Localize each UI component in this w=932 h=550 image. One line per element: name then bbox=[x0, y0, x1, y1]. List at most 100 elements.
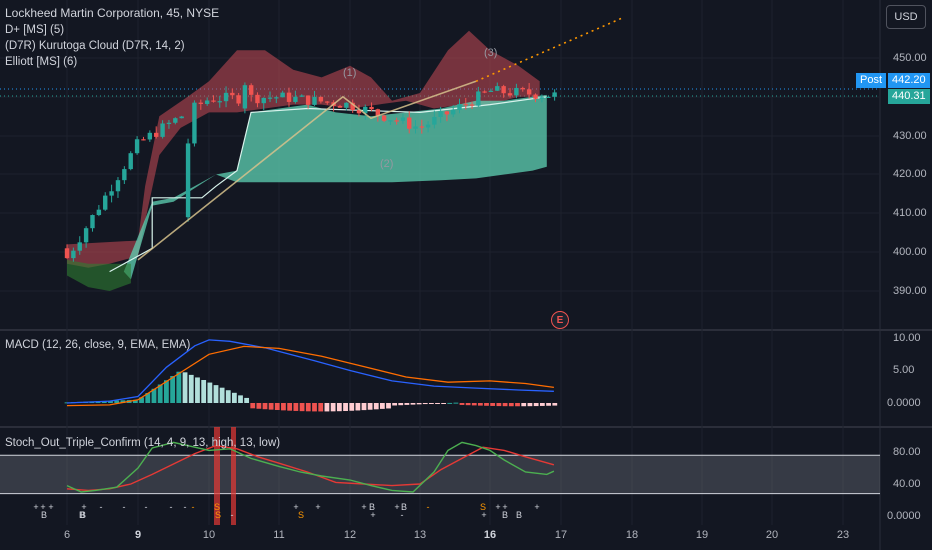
candle-body bbox=[211, 100, 216, 102]
candle-body bbox=[261, 97, 266, 104]
candle-body bbox=[369, 106, 374, 110]
histogram-bar bbox=[281, 403, 286, 411]
histogram-bar bbox=[244, 397, 250, 403]
candle-body bbox=[457, 104, 462, 110]
histogram-bar bbox=[318, 403, 324, 412]
candle bbox=[211, 95, 216, 103]
candle-body bbox=[463, 104, 468, 106]
signal-marker: B bbox=[40, 510, 48, 520]
candle-body bbox=[325, 101, 330, 103]
candle bbox=[299, 94, 304, 98]
histogram-bar bbox=[373, 403, 379, 410]
signal-marker: + bbox=[40, 502, 46, 512]
candle-body bbox=[407, 117, 412, 129]
candle-body bbox=[236, 95, 241, 104]
chart-title: Lockheed Martin Corporation, 45, NYSE bbox=[5, 6, 220, 20]
candle-body bbox=[413, 126, 418, 129]
candle bbox=[438, 106, 443, 123]
histogram-bar bbox=[312, 403, 317, 412]
candle-body bbox=[356, 110, 362, 114]
macd-title[interactable]: MACD (12, 26, close, 9, EMA, EMA) bbox=[5, 339, 191, 351]
candle-body bbox=[495, 86, 500, 91]
candle bbox=[274, 96, 279, 104]
macd-tick: 5.00 bbox=[893, 364, 915, 376]
last-price-badge: 440.31 bbox=[888, 89, 930, 104]
candle-body bbox=[305, 95, 311, 105]
candle-body bbox=[488, 90, 494, 92]
candle-body bbox=[166, 122, 172, 124]
signal-marker: + bbox=[315, 502, 321, 512]
candle-body bbox=[96, 209, 102, 216]
histogram-bar bbox=[361, 403, 367, 411]
candle-body bbox=[64, 248, 70, 259]
histogram-bar bbox=[336, 403, 342, 412]
indicator-kurutoga-label[interactable]: (D7R) Kurutoga Cloud (D7R, 14, 2) bbox=[5, 40, 185, 52]
candle-body bbox=[469, 104, 475, 106]
candle-body bbox=[444, 111, 450, 115]
candle-body bbox=[204, 100, 210, 104]
candle bbox=[552, 89, 557, 101]
x-tick: 16 bbox=[483, 529, 497, 541]
histogram-bar bbox=[151, 388, 157, 403]
candle bbox=[192, 100, 197, 147]
candle bbox=[388, 120, 393, 126]
histogram-bar bbox=[139, 397, 144, 403]
candle bbox=[507, 88, 513, 98]
candle bbox=[425, 121, 431, 133]
signal-marker: + bbox=[534, 502, 540, 512]
histogram-bar bbox=[114, 400, 120, 403]
histogram-bar bbox=[213, 385, 219, 403]
macd-tick: 10.00 bbox=[893, 332, 921, 344]
candle bbox=[166, 119, 172, 129]
candle-body bbox=[394, 120, 399, 122]
candle-body bbox=[198, 102, 204, 104]
histogram-bar bbox=[527, 403, 533, 407]
candle-body bbox=[128, 153, 133, 170]
histogram-bar bbox=[164, 380, 169, 403]
candle bbox=[482, 90, 487, 94]
x-tick: 13 bbox=[413, 529, 427, 541]
signal-marker: B bbox=[501, 510, 509, 520]
signal-marker: B bbox=[79, 510, 87, 520]
candle bbox=[248, 83, 254, 102]
candle bbox=[128, 151, 133, 171]
candle bbox=[109, 184, 114, 203]
candle bbox=[356, 104, 362, 117]
signal-marker: + bbox=[495, 502, 501, 512]
candle bbox=[539, 94, 545, 103]
histogram-bar bbox=[508, 403, 514, 407]
candle-body bbox=[552, 92, 557, 97]
signal-marker: + bbox=[394, 502, 400, 512]
signal-marker: + bbox=[361, 502, 367, 512]
candle bbox=[444, 110, 450, 122]
price-tick: 420.00 bbox=[893, 168, 927, 180]
indicator-dplus-label[interactable]: D+ [MS] (5) bbox=[5, 24, 65, 36]
histogram-bar bbox=[274, 403, 280, 411]
candle-body bbox=[115, 180, 121, 192]
earnings-icon[interactable]: E bbox=[551, 311, 569, 329]
candle bbox=[267, 91, 273, 103]
candle-body bbox=[147, 132, 153, 140]
candle-body bbox=[223, 92, 229, 102]
histogram-bar bbox=[496, 403, 502, 407]
histogram-bar bbox=[176, 371, 182, 403]
stoch-title[interactable]: Stoch_Out_Triple_Confirm (14, 4, 9, 13, … bbox=[5, 437, 281, 449]
candle bbox=[305, 95, 311, 109]
candle-body bbox=[533, 94, 538, 99]
candle-body bbox=[546, 96, 551, 98]
candle bbox=[457, 98, 462, 114]
candle-body bbox=[160, 123, 165, 137]
candle-body bbox=[350, 102, 355, 111]
candle bbox=[495, 82, 500, 91]
histogram-bar bbox=[324, 403, 330, 412]
candle-body bbox=[134, 139, 140, 154]
signal-marker: - bbox=[169, 502, 173, 512]
post-price-badge: 442.20 bbox=[888, 73, 930, 88]
indicator-elliott-label[interactable]: Elliott [MS] (6) bbox=[5, 56, 78, 68]
candle bbox=[122, 166, 127, 185]
currency-button[interactable]: USD bbox=[886, 5, 926, 29]
signal-marker: B bbox=[400, 502, 408, 512]
histogram-bar bbox=[330, 403, 336, 412]
candle-body bbox=[293, 96, 298, 102]
